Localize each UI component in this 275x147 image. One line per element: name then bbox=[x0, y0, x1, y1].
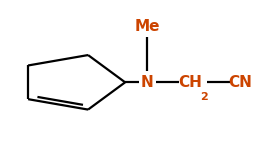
Text: Me: Me bbox=[134, 19, 160, 34]
Text: N: N bbox=[141, 75, 153, 90]
Text: CH: CH bbox=[178, 75, 202, 90]
Text: 2: 2 bbox=[200, 92, 208, 102]
Text: CN: CN bbox=[229, 75, 252, 90]
